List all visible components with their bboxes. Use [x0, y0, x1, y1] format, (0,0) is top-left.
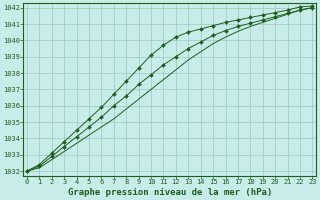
X-axis label: Graphe pression niveau de la mer (hPa): Graphe pression niveau de la mer (hPa): [68, 188, 272, 197]
